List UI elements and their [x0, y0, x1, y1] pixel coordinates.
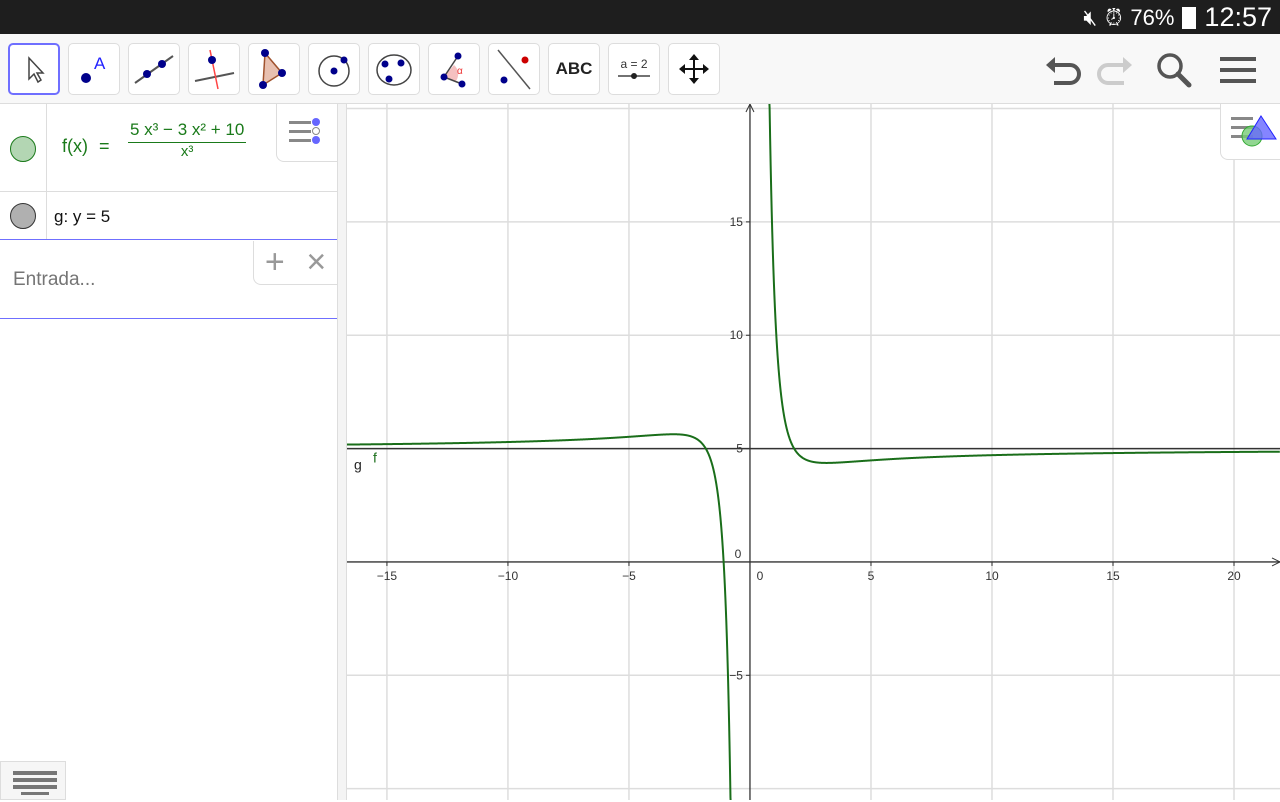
svg-text:α: α: [457, 66, 463, 77]
svg-text:A: A: [94, 54, 106, 73]
add-button[interactable]: +: [264, 243, 285, 281]
angle-tool[interactable]: α: [428, 43, 480, 95]
curve-f-branch: [768, 104, 1280, 464]
circle-tool[interactable]: [308, 43, 360, 95]
function-f-fraction: 5 x³ − 3 x² + 10 x³: [128, 120, 247, 160]
x-axis-arrow: [1271, 557, 1280, 567]
line-icon: [134, 55, 174, 84]
move-tool[interactable]: [8, 43, 60, 95]
x-tick-label: 20: [1227, 569, 1241, 583]
clock: 12:57: [1204, 2, 1272, 32]
slider-track-icon: [618, 73, 650, 79]
function-f-lhs: f(x) =: [62, 136, 110, 156]
circle-three-points-icon: [376, 54, 412, 86]
mute-icon: 🔇︎: [1083, 4, 1098, 30]
move-graphics-icon: [679, 54, 709, 84]
keyboard-icon: [13, 771, 57, 795]
move-view-tool[interactable]: [668, 43, 720, 95]
battery-icon: [1182, 6, 1197, 29]
redo-button[interactable]: [1092, 48, 1136, 92]
visibility-toggle-f[interactable]: [10, 136, 36, 162]
menu-button[interactable]: [1216, 48, 1260, 92]
y-tick-label: 15: [730, 215, 744, 229]
undo-icon: [1046, 57, 1081, 85]
toolbar: A α ABC a = 2: [0, 34, 1280, 104]
x-tick-label: 0: [757, 569, 764, 583]
perpendicular-line-icon: [194, 49, 235, 90]
x-tick-label: −15: [377, 569, 398, 583]
y-axis-arrow: [745, 104, 755, 113]
angle-icon: α: [440, 52, 466, 88]
y-tick-label: −5: [729, 668, 743, 682]
x-tick-label: 10: [985, 569, 999, 583]
algebra-item-g[interactable]: g: y = 5: [0, 192, 337, 240]
redo-icon: [1097, 57, 1132, 85]
circle-center-point-icon: [318, 55, 350, 87]
y-tick-label: 0: [735, 547, 742, 561]
panel-divider[interactable]: [337, 104, 347, 800]
graphics-style-icon: [1231, 115, 1277, 147]
point-tool[interactable]: A: [68, 43, 120, 95]
search-icon: [1157, 53, 1192, 88]
text-tool[interactable]: ABC: [548, 43, 600, 95]
alarm-icon: ⏰︎: [1105, 4, 1123, 30]
line-g-definition: g: y = 5: [54, 207, 111, 226]
algebra-item-f[interactable]: f(x) = 5 x³ − 3 x² + 10 x³: [0, 104, 337, 192]
status-bar: 🔇︎ ⏰︎ 76% 12:57: [0, 0, 1280, 34]
x-tick-label: −10: [498, 569, 519, 583]
clear-button[interactable]: ×: [306, 243, 327, 281]
slider-tool[interactable]: a = 2: [608, 43, 660, 95]
x-tick-label: 15: [1106, 569, 1120, 583]
conic-tool[interactable]: [368, 43, 420, 95]
curve-f-branch: [347, 433, 732, 800]
x-tick-label: −5: [622, 569, 636, 583]
cursor-icon: [28, 56, 45, 84]
x-tick-label: 5: [868, 569, 875, 583]
text-icon: ABC: [555, 59, 593, 78]
undo-button[interactable]: [1042, 48, 1086, 92]
line-tool[interactable]: [128, 43, 180, 95]
label-g: g: [354, 457, 362, 473]
polygon-icon: [259, 49, 286, 89]
style-bar-icon: [289, 118, 320, 144]
perpendicular-tool[interactable]: [188, 43, 240, 95]
point-icon: A: [81, 54, 106, 83]
graphics-style-button[interactable]: [1220, 104, 1280, 160]
battery-percent: 76%: [1130, 4, 1175, 30]
algebra-style-button[interactable]: [276, 104, 337, 162]
reflect-tool[interactable]: [488, 43, 540, 95]
polygon-tool[interactable]: [248, 43, 300, 95]
slider-icon: a = 2: [620, 57, 648, 71]
input-actions: + ×: [253, 241, 337, 285]
menu-icon: [1220, 57, 1256, 83]
visibility-toggle-g[interactable]: [10, 203, 36, 229]
label-f: f: [373, 450, 377, 466]
reflect-line-icon: [497, 49, 531, 90]
y-tick-label: 10: [730, 328, 744, 342]
search-button[interactable]: [1152, 48, 1196, 92]
keyboard-button[interactable]: [0, 761, 66, 800]
